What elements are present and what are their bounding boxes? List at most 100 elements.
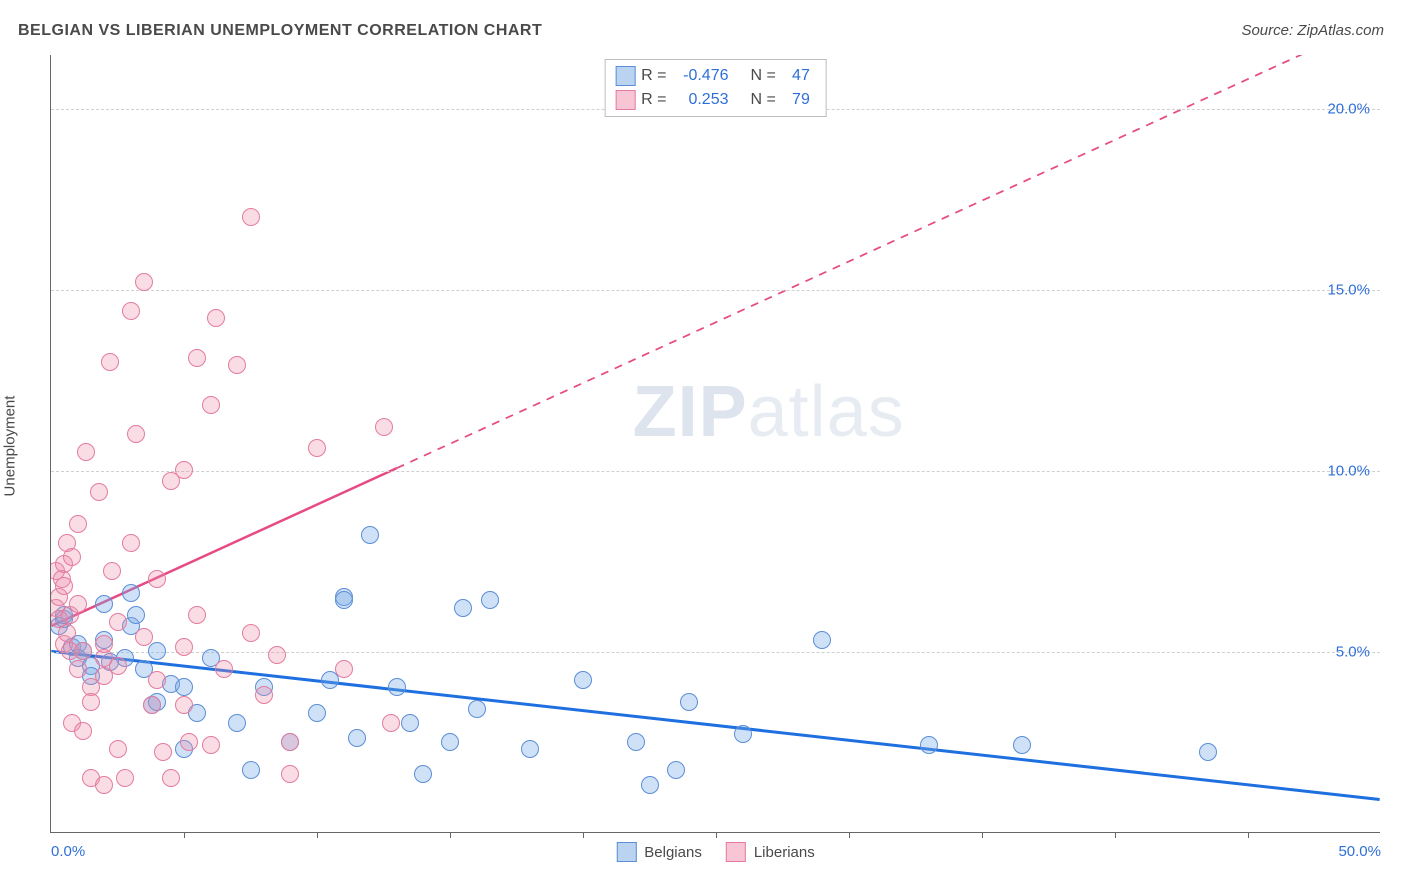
x-tick-mark: [184, 832, 185, 838]
scatter-point-liberians: [281, 733, 299, 751]
gridline: [51, 652, 1380, 653]
scatter-point-liberians: [109, 740, 127, 758]
scatter-point-liberians: [95, 635, 113, 653]
gridline: [51, 290, 1380, 291]
scatter-point-liberians: [207, 309, 225, 327]
watermark-rest: atlas: [748, 372, 905, 452]
scatter-point-liberians: [109, 613, 127, 631]
scatter-point-liberians: [74, 642, 92, 660]
y-tick-label: 15.0%: [1327, 282, 1370, 299]
scatter-point-liberians: [308, 439, 326, 457]
scatter-point-liberians: [69, 515, 87, 533]
scatter-point-belgians: [521, 740, 539, 758]
scatter-point-liberians: [109, 657, 127, 675]
legend-swatch: [615, 90, 635, 110]
scatter-point-belgians: [361, 526, 379, 544]
scatter-point-liberians: [242, 624, 260, 642]
scatter-point-belgians: [401, 714, 419, 732]
stat-r-label: R =: [641, 64, 666, 88]
stat-r-label: R =: [641, 88, 666, 112]
stat-r-value: 0.253: [673, 88, 729, 112]
scatter-point-liberians: [74, 722, 92, 740]
scatter-point-belgians: [920, 736, 938, 754]
stats-row: R =0.253N =79: [615, 88, 810, 112]
x-tick-label: 0.0%: [51, 843, 85, 860]
scatter-point-belgians: [95, 595, 113, 613]
scatter-point-liberians: [63, 548, 81, 566]
scatter-point-liberians: [69, 595, 87, 613]
scatter-point-liberians: [202, 736, 220, 754]
scatter-point-belgians: [308, 704, 326, 722]
stat-n-label: N =: [751, 64, 776, 88]
scatter-point-liberians: [135, 273, 153, 291]
scatter-point-belgians: [175, 678, 193, 696]
scatter-point-liberians: [55, 577, 73, 595]
scatter-point-liberians: [188, 606, 206, 624]
scatter-point-belgians: [680, 693, 698, 711]
scatter-point-belgians: [1013, 736, 1031, 754]
scatter-point-liberians: [175, 696, 193, 714]
y-tick-label: 5.0%: [1336, 644, 1370, 661]
legend-swatch: [726, 842, 746, 862]
scatter-point-liberians: [77, 443, 95, 461]
scatter-point-belgians: [627, 733, 645, 751]
scatter-point-belgians: [348, 729, 366, 747]
scatter-point-liberians: [101, 353, 119, 371]
scatter-point-liberians: [175, 461, 193, 479]
scatter-point-liberians: [58, 624, 76, 642]
x-tick-label: 50.0%: [1338, 843, 1381, 860]
bottom-legend: BelgiansLiberians: [616, 842, 814, 862]
scatter-point-belgians: [1199, 743, 1217, 761]
scatter-point-belgians: [148, 642, 166, 660]
y-axis-label: Unemployment: [2, 396, 19, 497]
chart-title: BELGIAN VS LIBERIAN UNEMPLOYMENT CORRELA…: [18, 22, 542, 40]
x-tick-mark: [1115, 832, 1116, 838]
scatter-point-belgians: [414, 765, 432, 783]
stats-box: R =-0.476N =47R =0.253N =79: [604, 59, 827, 117]
scatter-point-liberians: [154, 743, 172, 761]
y-tick-label: 10.0%: [1327, 463, 1370, 480]
scatter-point-liberians: [135, 628, 153, 646]
scatter-point-liberians: [242, 208, 260, 226]
scatter-point-liberians: [255, 686, 273, 704]
scatter-point-belgians: [335, 591, 353, 609]
scatter-point-liberians: [103, 562, 121, 580]
scatter-point-belgians: [468, 700, 486, 718]
chart-container: BELGIAN VS LIBERIAN UNEMPLOYMENT CORRELA…: [0, 0, 1406, 892]
stat-n-value: 79: [782, 88, 810, 112]
scatter-point-liberians: [162, 769, 180, 787]
scatter-point-liberians: [148, 671, 166, 689]
x-tick-mark: [317, 832, 318, 838]
scatter-point-liberians: [82, 693, 100, 711]
scatter-point-belgians: [481, 591, 499, 609]
scatter-point-liberians: [335, 660, 353, 678]
x-tick-mark: [1248, 832, 1249, 838]
scatter-point-liberians: [188, 349, 206, 367]
gridline: [51, 471, 1380, 472]
x-tick-mark: [849, 832, 850, 838]
scatter-point-liberians: [122, 302, 140, 320]
scatter-point-belgians: [641, 776, 659, 794]
legend-label: Belgians: [644, 844, 702, 861]
scatter-point-liberians: [175, 638, 193, 656]
scatter-point-liberians: [90, 483, 108, 501]
scatter-point-belgians: [813, 631, 831, 649]
scatter-point-belgians: [242, 761, 260, 779]
scatter-point-belgians: [734, 725, 752, 743]
scatter-point-belgians: [228, 714, 246, 732]
scatter-point-liberians: [95, 776, 113, 794]
watermark: ZIPatlas: [633, 371, 905, 453]
x-tick-mark: [982, 832, 983, 838]
scatter-point-belgians: [667, 761, 685, 779]
scatter-point-liberians: [382, 714, 400, 732]
plot-area: ZIPatlas R =-0.476N =47R =0.253N =79 Bel…: [50, 55, 1380, 833]
scatter-point-liberians: [375, 418, 393, 436]
x-tick-mark: [716, 832, 717, 838]
scatter-point-liberians: [143, 696, 161, 714]
legend-swatch: [615, 66, 635, 86]
scatter-point-liberians: [202, 396, 220, 414]
y-tick-label: 20.0%: [1327, 101, 1370, 118]
watermark-bold: ZIP: [633, 372, 748, 452]
scatter-point-belgians: [574, 671, 592, 689]
scatter-point-belgians: [127, 606, 145, 624]
